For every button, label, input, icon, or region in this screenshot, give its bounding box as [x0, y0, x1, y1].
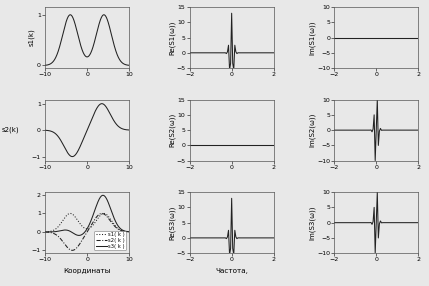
Y-axis label: Re(S1(ω)): Re(S1(ω)) — [169, 20, 175, 55]
Y-axis label: Re(S2(ω)): Re(S2(ω)) — [169, 113, 175, 147]
Y-axis label: Im(S3(ω)): Im(S3(ω)) — [309, 205, 316, 240]
Y-axis label: Im(S2(ω)): Im(S2(ω)) — [309, 113, 316, 147]
Legend: s1( k ), s2( k ), s3( k ): s1( k ), s2( k ), s3( k ) — [94, 231, 127, 251]
Y-axis label: s2(k): s2(k) — [2, 127, 20, 133]
Y-axis label: s1(k): s1(k) — [28, 29, 34, 46]
Y-axis label: Re(S3(ω)): Re(S3(ω)) — [169, 205, 175, 240]
X-axis label: Координаты: Координаты — [63, 268, 111, 274]
Y-axis label: Im(S1(ω)): Im(S1(ω)) — [309, 20, 316, 55]
X-axis label: Частота,: Частота, — [215, 268, 248, 274]
